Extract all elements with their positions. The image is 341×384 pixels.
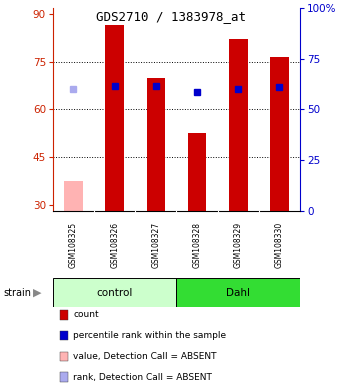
Text: rank, Detection Call = ABSENT: rank, Detection Call = ABSENT [73,372,212,382]
Text: GSM108330: GSM108330 [275,222,284,268]
Bar [188,133,206,211]
Text: ▶: ▶ [33,288,42,298]
Text: count: count [73,310,99,319]
Text: strain: strain [3,288,31,298]
Bar [53,278,177,307]
Bar [229,40,248,211]
Text: Dahl: Dahl [226,288,250,298]
Bar [147,78,165,211]
Text: GSM108326: GSM108326 [110,222,119,268]
Text: GDS2710 / 1383978_at: GDS2710 / 1383978_at [95,10,246,23]
Bar [177,278,300,307]
Text: control: control [97,288,133,298]
Bar [64,181,83,211]
Text: GSM108325: GSM108325 [69,222,78,268]
Text: GSM108327: GSM108327 [151,222,160,268]
Text: GSM108328: GSM108328 [193,222,202,268]
Text: GSM108329: GSM108329 [234,222,243,268]
Text: value, Detection Call = ABSENT: value, Detection Call = ABSENT [73,352,217,361]
Text: percentile rank within the sample: percentile rank within the sample [73,331,226,340]
Bar [270,57,289,211]
Bar [105,25,124,211]
